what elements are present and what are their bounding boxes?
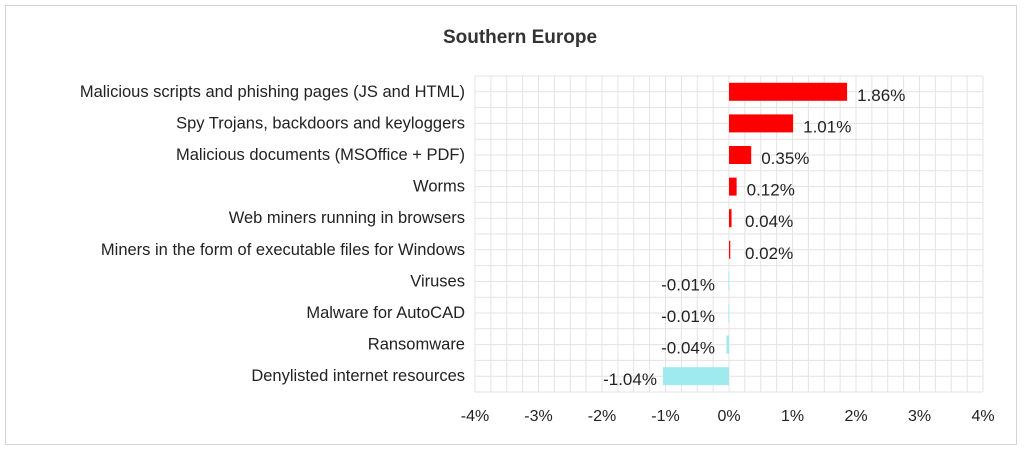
x-tick-label: 4% bbox=[971, 408, 994, 425]
data-label: -0.01% bbox=[661, 275, 715, 294]
x-tick-label: 1% bbox=[781, 408, 804, 425]
x-tick-label: -4% bbox=[461, 408, 489, 425]
data-label: 0.35% bbox=[761, 149, 809, 168]
category-label: Viruses bbox=[410, 272, 465, 290]
category-label: Malware for AutoCAD bbox=[306, 304, 465, 322]
data-label: 1.01% bbox=[803, 117, 851, 136]
chart-title: Southern Europe bbox=[443, 27, 597, 48]
category-labels: Malicious scripts and phishing pages (JS… bbox=[80, 83, 465, 385]
category-label: Malicious scripts and phishing pages (JS… bbox=[80, 83, 465, 101]
bar bbox=[729, 177, 737, 196]
bar bbox=[729, 82, 848, 101]
category-label: Web miners running in browsers bbox=[229, 209, 465, 227]
bar bbox=[728, 272, 730, 291]
bar bbox=[729, 146, 752, 164]
data-label: 1.86% bbox=[857, 86, 905, 105]
x-tick-label: 2% bbox=[844, 408, 867, 425]
bars bbox=[662, 82, 848, 386]
category-label: Ransomware bbox=[368, 336, 465, 354]
x-tick-label: -2% bbox=[588, 408, 616, 425]
data-label: 0.12% bbox=[747, 181, 795, 200]
data-label: -0.04% bbox=[661, 339, 715, 358]
bar bbox=[729, 209, 732, 228]
bar bbox=[729, 114, 794, 133]
data-label: 0.02% bbox=[745, 244, 793, 263]
bar bbox=[662, 367, 729, 386]
x-tick-label: 0% bbox=[717, 408, 740, 425]
category-label: Worms bbox=[413, 178, 465, 196]
category-label: Miners in the form of executable files f… bbox=[101, 241, 465, 259]
data-label: 0.04% bbox=[745, 212, 793, 231]
bar bbox=[726, 335, 729, 354]
value-labels: 1.86% 1.01% 0.35% 0.12% 0.04% 0.02% -0.01% -0.0… bbox=[603, 86, 905, 389]
x-tick-label: 3% bbox=[908, 408, 931, 425]
x-axis-ticks: -4% -3% -2% -1% 0% 1% 2% 3% 4% bbox=[461, 408, 995, 425]
data-label: -0.01% bbox=[661, 307, 715, 326]
data-label: -1.04% bbox=[603, 370, 657, 389]
x-tick-label: -1% bbox=[651, 408, 679, 425]
bar bbox=[729, 240, 731, 259]
chart-frame bbox=[5, 5, 1017, 445]
x-tick-label: -3% bbox=[524, 408, 552, 425]
bar bbox=[728, 304, 730, 322]
category-label: Spy Trojans, backdoors and keyloggers bbox=[176, 114, 465, 132]
category-label: Malicious documents (MSOffice + PDF) bbox=[176, 146, 465, 164]
category-label: Denylisted internet resources bbox=[251, 367, 465, 385]
